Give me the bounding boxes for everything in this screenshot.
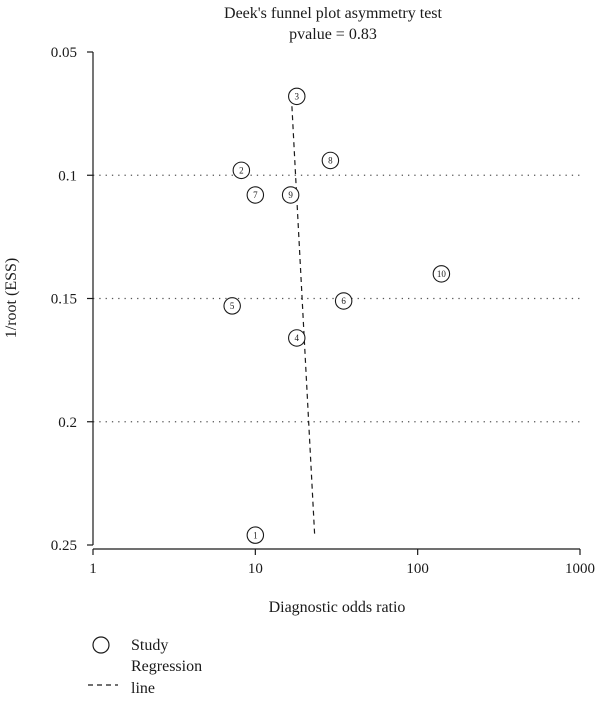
legend-study-label: Study (131, 637, 168, 654)
study-point-8 (321, 151, 340, 170)
x-tick-label-3: 1000 (565, 561, 595, 577)
y-tick-label-0: 0.05 (51, 45, 77, 61)
study-points: 1 2 3 4 5 6 7 8 9 10 (223, 87, 451, 544)
study-point-2 (232, 161, 251, 180)
y-tick-label-4: 0.25 (51, 538, 77, 554)
legend-regression-label-line1: Regression (131, 658, 202, 675)
study-point-9 (281, 186, 300, 204)
x-tick-label-0: 1 (89, 561, 97, 577)
axes: 0.05 0.1 0.15 0.2 0.25 1 10 100 1000 (51, 45, 595, 577)
y-axis-title: 1/root (ESS) (3, 258, 20, 338)
study-point-6 (334, 292, 353, 310)
study-point-4 (288, 329, 306, 347)
y-tick-label-2: 0.15 (51, 292, 77, 308)
study-point-label-1: 1 (253, 530, 258, 540)
study-point-1 (246, 526, 265, 544)
study-point-label-10: 10 (437, 269, 447, 279)
legend: Study Regression line (88, 636, 202, 697)
study-point-label-7: 7 (253, 190, 258, 200)
study-point-label-4: 4 (295, 333, 300, 343)
chart-title: Deek's funnel plot asymmetry test (224, 5, 443, 22)
x-tick-label-2: 100 (406, 561, 429, 577)
x-axis-title: Diagnostic odds ratio (269, 599, 406, 616)
regression-layer (291, 106, 316, 536)
study-point-label-3: 3 (295, 92, 300, 102)
study-point-7 (246, 186, 265, 204)
study-point-10 (432, 265, 451, 283)
study-point-label-5: 5 (230, 301, 235, 311)
study-point-label-2: 2 (239, 166, 244, 176)
regression-line (291, 106, 316, 536)
legend-study-symbol (92, 636, 110, 654)
study-point-label-8: 8 (328, 156, 333, 166)
legend-regression-label-line2: line (131, 680, 155, 697)
study-point-label-6: 6 (341, 296, 346, 306)
study-point-label-9: 9 (288, 190, 293, 200)
y-tick-label-3: 0.2 (58, 415, 77, 431)
study-point-3 (288, 87, 306, 106)
x-tick-label-1: 10 (248, 561, 263, 577)
study-point-5 (223, 297, 241, 315)
chart-subtitle: pvalue = 0.83 (289, 26, 377, 43)
y-tick-label-1: 0.1 (58, 168, 77, 184)
